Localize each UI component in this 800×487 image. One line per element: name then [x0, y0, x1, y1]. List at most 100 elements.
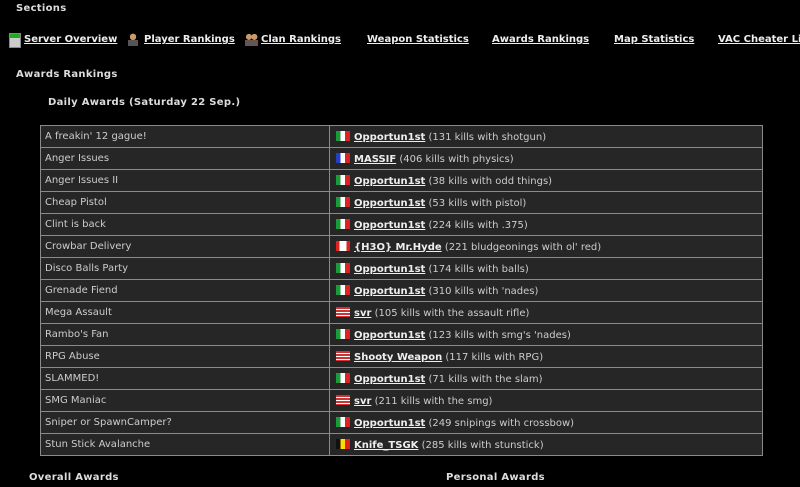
award-name: Sniper or SpawnCamper?: [40, 411, 330, 434]
player-link[interactable]: Opportun1st: [354, 131, 426, 143]
flag-ca-icon: [336, 240, 350, 251]
award-winner-cell: Opportun1st (174 kills with balls): [329, 257, 763, 280]
flag-it-icon: [336, 196, 350, 207]
award-name: Rambo's Fan: [40, 323, 330, 346]
flag-us-icon: [336, 394, 350, 405]
award-name: Anger Issues: [40, 147, 330, 170]
flag-it-icon: [336, 218, 350, 229]
award-winner-cell: MASSIF (406 kills with physics): [329, 147, 763, 170]
award-row: SLAMMED! Opportun1st (71 kills with the s…: [40, 367, 763, 390]
flag-be-icon: [336, 438, 350, 449]
award-row: Anger Issues MASSIF (406 kills with physi…: [40, 147, 763, 170]
nav-map-statistics[interactable]: Map Statistics: [614, 34, 695, 45]
player-link[interactable]: Opportun1st: [354, 197, 426, 209]
player-link[interactable]: svr: [354, 395, 372, 407]
award-name: A freakin' 12 gague!: [40, 125, 330, 148]
award-name: Disco Balls Party: [40, 257, 330, 280]
award-winner-cell: Opportun1st (38 kills with odd things): [329, 169, 763, 192]
award-detail: (131 kills with shotgun): [428, 131, 547, 143]
award-winner-cell: Opportun1st (71 kills with the slam): [329, 367, 763, 390]
nav-weapon-statistics[interactable]: Weapon Statistics: [367, 34, 469, 45]
sections-heading: Sections: [16, 3, 67, 14]
personal-awards-heading: Personal Awards: [446, 472, 545, 483]
award-row: Sniper or SpawnCamper? Opportun1st (249 s…: [40, 411, 763, 434]
award-winner-cell: Knife_TSGK (285 kills with stunstick): [329, 433, 763, 456]
award-winner-cell: Opportun1st (224 kills with .375): [329, 213, 763, 236]
award-row: A freakin' 12 gague! Opportun1st (131 kil…: [40, 125, 763, 148]
award-row: SMG Maniac svr (211 kills with the smg): [40, 389, 763, 412]
award-row: Clint is back Opportun1st (224 kills with…: [40, 213, 763, 236]
award-name: Anger Issues II: [40, 169, 330, 192]
player-link[interactable]: Opportun1st: [354, 373, 426, 385]
award-detail: (211 kills with the smg): [374, 395, 493, 407]
player-link[interactable]: Opportun1st: [354, 175, 426, 187]
nav-vac-cheater-list[interactable]: VAC Cheater List: [718, 34, 800, 45]
award-row: Cheap Pistol Opportun1st (53 kills with p…: [40, 191, 763, 214]
award-detail: (406 kills with physics): [399, 153, 514, 165]
award-detail: (221 bludgeonings with ol' red): [444, 241, 602, 253]
player-link[interactable]: MASSIF: [354, 153, 397, 165]
daily-awards-heading: Daily Awards (Saturday 22 Sep.): [48, 97, 241, 108]
award-row: Anger Issues II Opportun1st (38 kills wit…: [40, 169, 763, 192]
player-link[interactable]: Shooty Weapon: [354, 351, 443, 363]
award-winner-cell: Opportun1st (53 kills with pistol): [329, 191, 763, 214]
flag-it-icon: [336, 372, 350, 383]
award-detail: (249 snipings with crossbow): [428, 417, 575, 429]
award-name: Mega Assault: [40, 301, 330, 324]
nav-awards-rankings[interactable]: Awards Rankings: [492, 34, 590, 45]
award-row: Grenade Fiend Opportun1st (310 kills with…: [40, 279, 763, 302]
flag-us-icon: [336, 350, 350, 361]
award-winner-cell: svr (105 kills with the assault rifle): [329, 301, 763, 324]
award-winner-cell: Opportun1st (310 kills with 'nades): [329, 279, 763, 302]
award-name: Crowbar Delivery: [40, 235, 330, 258]
flag-it-icon: [336, 284, 350, 295]
award-detail: (224 kills with .375): [428, 219, 528, 231]
flag-it-icon: [336, 416, 350, 427]
nav-server-overview[interactable]: Server Overview: [24, 34, 118, 45]
player-link[interactable]: Opportun1st: [354, 219, 426, 231]
player-link[interactable]: Opportun1st: [354, 329, 426, 341]
player-link[interactable]: Opportun1st: [354, 263, 426, 275]
award-detail: (310 kills with 'nades): [428, 285, 539, 297]
overall-awards-heading: Overall Awards: [29, 472, 119, 483]
award-detail: (117 kills with RPG): [445, 351, 544, 363]
award-name: Grenade Fiend: [40, 279, 330, 302]
award-row: Crowbar Delivery {H3O} Mr.Hyde (221 bludg…: [40, 235, 763, 258]
player-link[interactable]: Opportun1st: [354, 285, 426, 297]
flag-it-icon: [336, 328, 350, 339]
award-detail: (38 kills with odd things): [428, 175, 553, 187]
award-winner-cell: Opportun1st (131 kills with shotgun): [329, 125, 763, 148]
award-name: Cheap Pistol: [40, 191, 330, 214]
award-detail: (285 kills with stunstick): [421, 439, 544, 451]
player-link[interactable]: svr: [354, 307, 372, 319]
award-winner-cell: Shooty Weapon (117 kills with RPG): [329, 345, 763, 368]
nav-player-rankings[interactable]: Player Rankings: [144, 34, 235, 45]
award-name: RPG Abuse: [40, 345, 330, 368]
award-row: Disco Balls Party Opportun1st (174 kills …: [40, 257, 763, 280]
award-detail: (105 kills with the assault rifle): [374, 307, 530, 319]
award-row: Rambo's Fan Opportun1st (123 kills with s…: [40, 323, 763, 346]
award-row: Stun Stick Avalanche Knife_TSGK (285 kill…: [40, 433, 763, 456]
player-link[interactable]: Knife_TSGK: [354, 439, 419, 451]
page-title: Awards Rankings: [16, 69, 118, 80]
player-link[interactable]: {H3O} Mr.Hyde: [354, 241, 442, 253]
award-winner-cell: svr (211 kills with the smg): [329, 389, 763, 412]
award-name: SMG Maniac: [40, 389, 330, 412]
daily-awards-table: A freakin' 12 gague! Opportun1st (131 kil…: [40, 125, 763, 456]
award-name: Stun Stick Avalanche: [40, 433, 330, 456]
player-icon: [128, 33, 138, 46]
flag-it-icon: [336, 130, 350, 141]
award-row: RPG Abuse Shooty Weapon (117 kills with R…: [40, 345, 763, 368]
award-detail: (174 kills with balls): [428, 263, 529, 275]
clan-icon: [245, 33, 258, 46]
award-winner-cell: Opportun1st (123 kills with smg's 'nades…: [329, 323, 763, 346]
award-name: Clint is back: [40, 213, 330, 236]
award-detail: (53 kills with pistol): [428, 197, 527, 209]
flag-fr-icon: [336, 152, 350, 163]
nav-clan-rankings[interactable]: Clan Rankings: [261, 34, 341, 45]
award-detail: (71 kills with the slam): [428, 373, 543, 385]
player-link[interactable]: Opportun1st: [354, 417, 426, 429]
award-row: Mega Assault svr (105 kills with the assa…: [40, 301, 763, 324]
server-icon: [9, 33, 21, 48]
flag-it-icon: [336, 174, 350, 185]
